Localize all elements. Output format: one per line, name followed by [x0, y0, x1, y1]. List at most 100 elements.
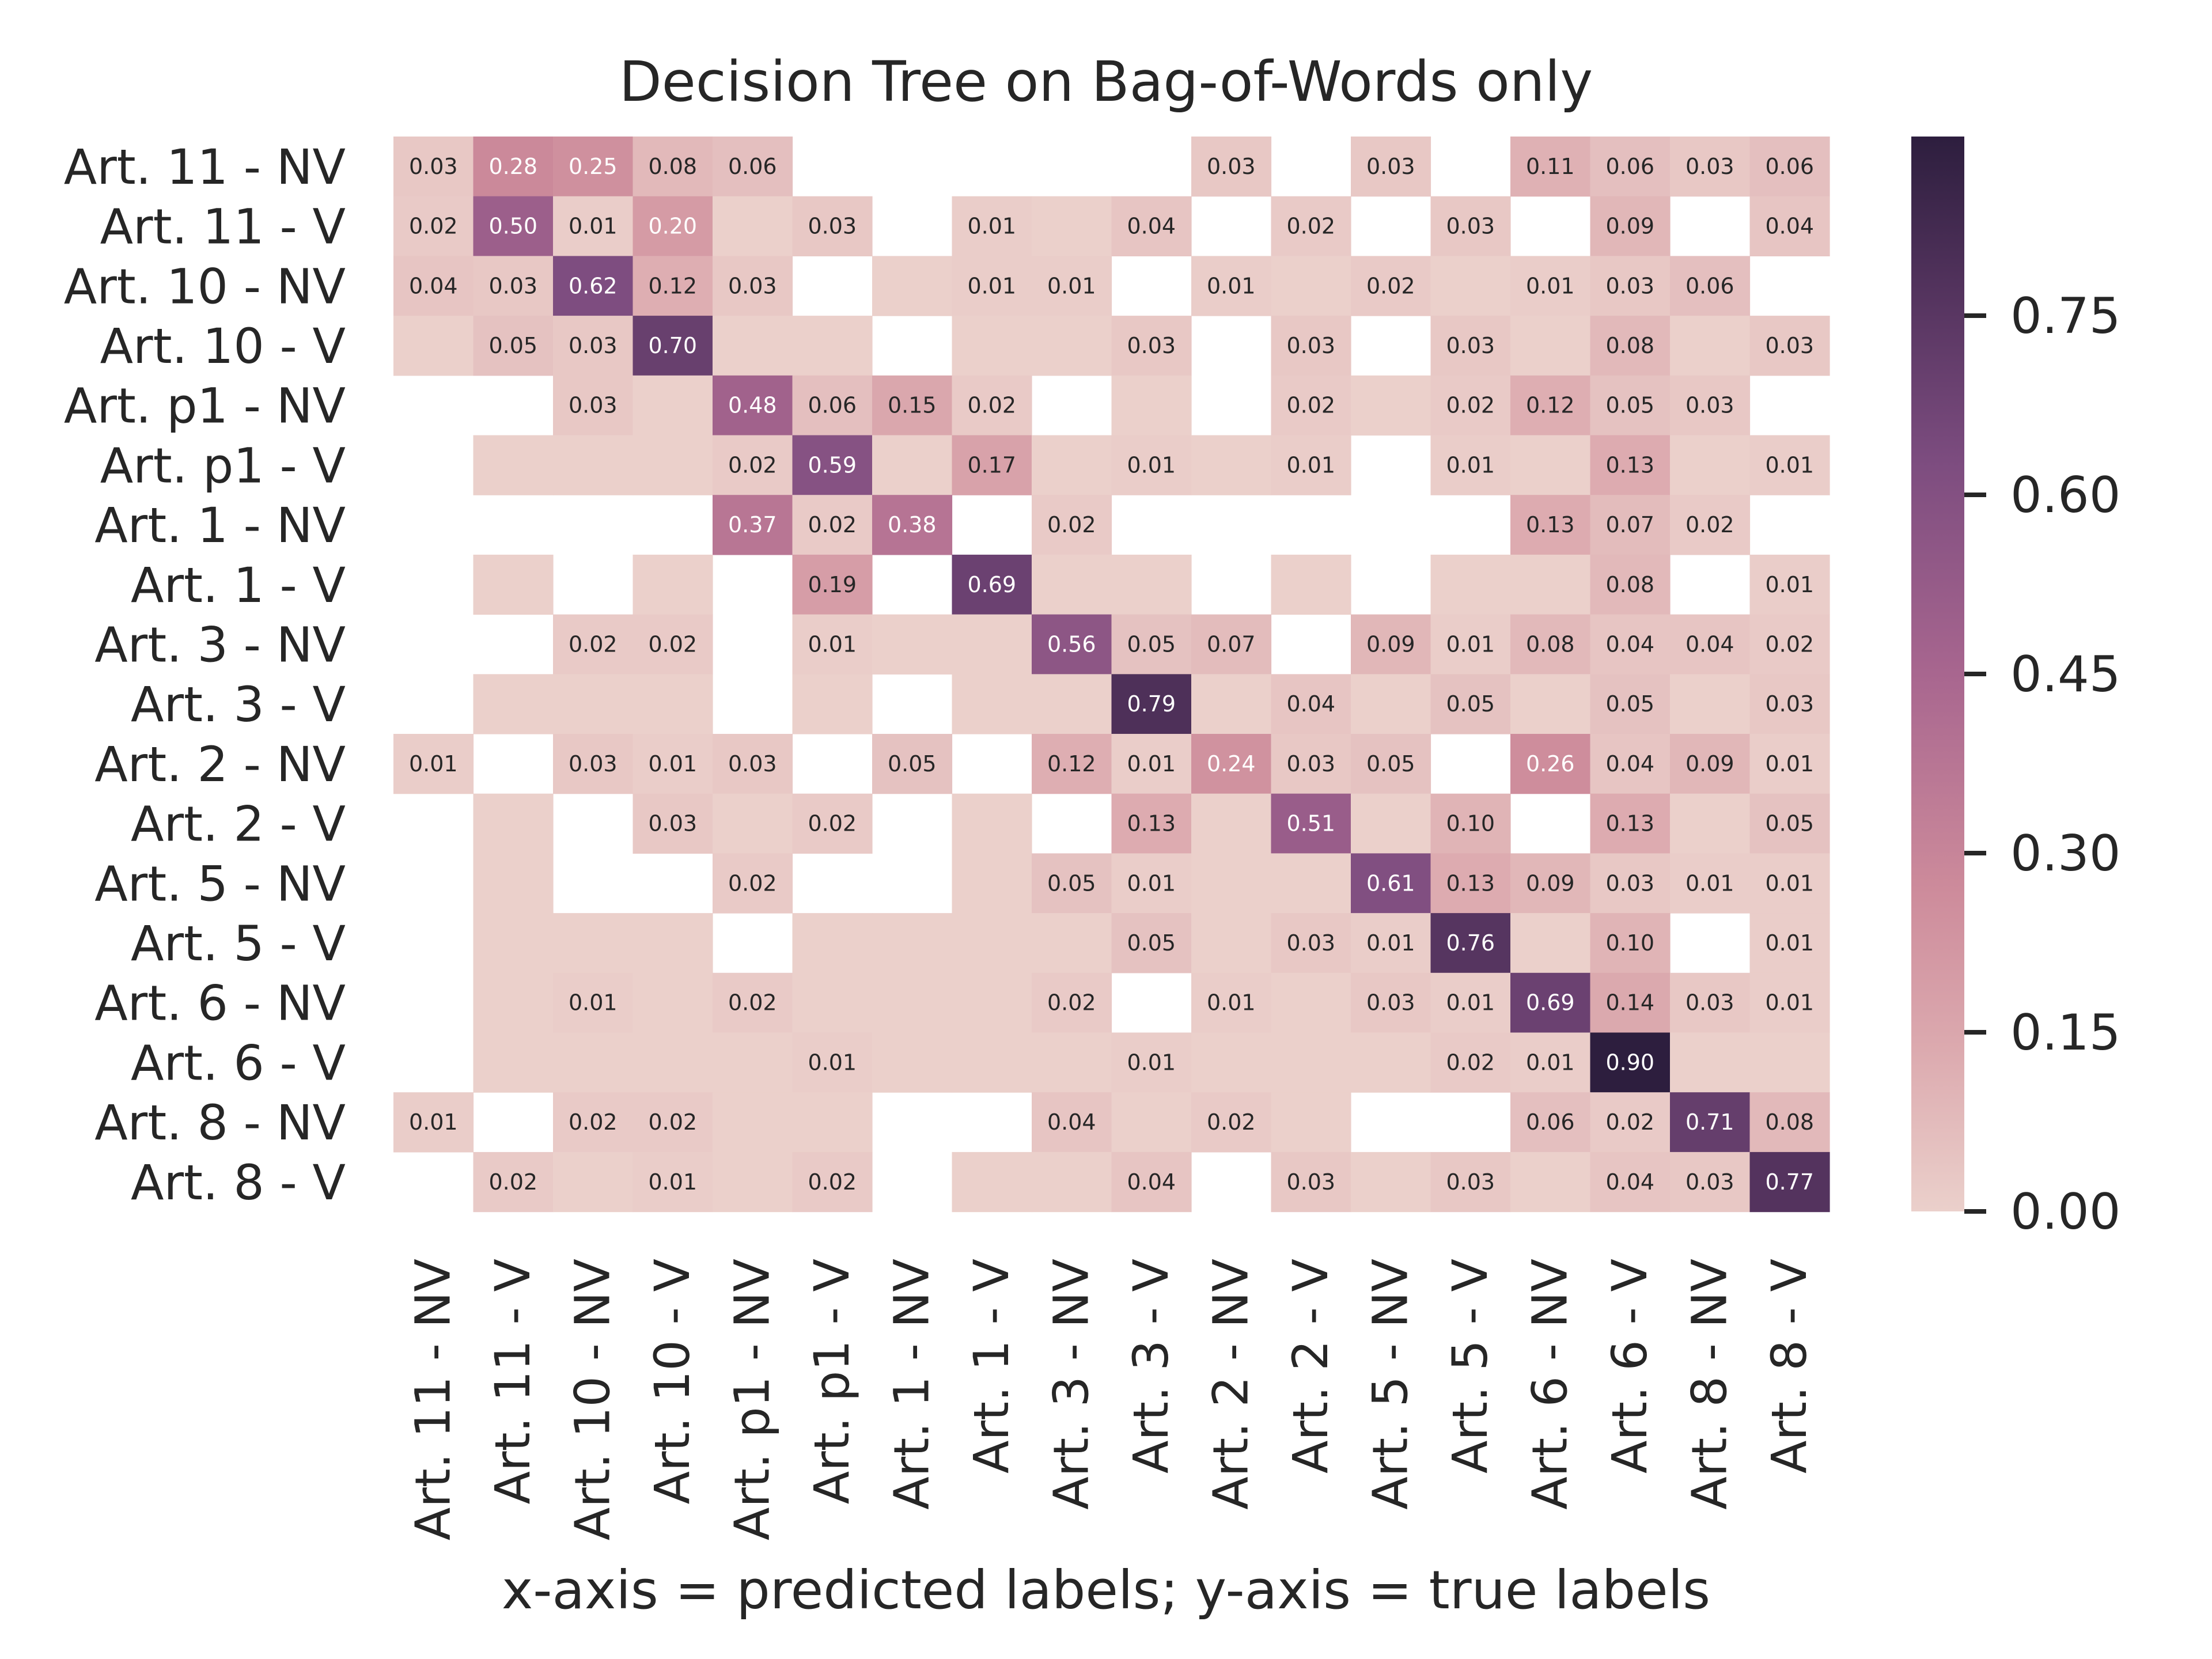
cell-value-label: 0.03	[1765, 691, 1814, 717]
heatmap-cell	[473, 674, 554, 734]
heatmap-cell	[632, 793, 713, 854]
cell-value-label: 0.04	[1605, 631, 1654, 657]
heatmap-cell	[713, 495, 793, 555]
heatmap-cell	[1670, 316, 1751, 376]
heatmap-cell	[872, 972, 953, 1033]
heatmap-cell	[1670, 256, 1751, 316]
heatmap-cell	[872, 495, 953, 555]
x-tick-label: Art. 5 - NV	[1362, 1259, 1418, 1510]
heatmap-cell	[1670, 435, 1751, 495]
cell-value-label: 0.08	[1765, 1109, 1814, 1135]
cell-value-label: 0.02	[808, 1169, 857, 1195]
colorbar-tick-label: 0.60	[2010, 467, 2120, 524]
heatmap-cell	[1590, 1032, 1671, 1093]
heatmap-cell	[1191, 137, 1272, 197]
heatmap-cell	[632, 196, 713, 256]
heatmap-cell	[632, 375, 713, 436]
chart-title: Decision Tree on Bag-of-Words only	[619, 50, 1593, 114]
cell-value-label: 0.01	[569, 990, 618, 1016]
cell-value-label: 0.03	[728, 273, 777, 298]
cell-value-label: 0.09	[1605, 214, 1654, 239]
heatmap-cell	[952, 435, 1032, 495]
heatmap-cell	[632, 137, 713, 197]
cell-value-label: 0.28	[488, 154, 537, 179]
heatmap-cell	[792, 316, 873, 376]
heatmap-cell	[1351, 375, 1431, 436]
cell-value-label: 0.02	[1366, 273, 1415, 298]
x-tick-labels: Art. 11 - NV Art. 11 - V Art. 10 - NV Art. …	[404, 1259, 1817, 1540]
cell-value-label: 0.01	[1207, 273, 1256, 298]
heatmap-cell	[1749, 793, 1830, 854]
heatmap-cell	[713, 137, 793, 197]
heatmap-cell	[393, 316, 474, 376]
cell-value-label: 0.61	[1366, 870, 1415, 896]
heatmap-cell	[872, 435, 953, 495]
heatmap-cell	[553, 256, 634, 316]
cell-value-label: 0.05	[488, 333, 537, 358]
cell-value-label: 0.05	[1446, 691, 1495, 717]
heatmap-cell	[1032, 1032, 1112, 1093]
heatmap-cell	[632, 913, 713, 974]
cell-value-label: 0.77	[1765, 1169, 1814, 1195]
heatmap-cell	[632, 734, 713, 794]
cell-value-label: 0.01	[1765, 870, 1814, 896]
heatmap-cell	[1590, 1092, 1671, 1153]
heatmap-cell	[1271, 196, 1351, 256]
colorbar	[1911, 137, 1964, 1211]
cell-value-label: 0.06	[1526, 1109, 1575, 1135]
heatmap-cell	[1111, 1152, 1192, 1213]
cell-value-label: 0.12	[1047, 751, 1096, 777]
heatmap-cell	[1670, 1092, 1751, 1153]
cell-value-label: 0.05	[1605, 393, 1654, 418]
heatmap-cell	[1191, 674, 1272, 734]
heatmap-cell	[1590, 793, 1671, 854]
cell-value-label: 0.01	[808, 631, 857, 657]
heatmap-cell	[632, 1032, 713, 1093]
heatmap-cell	[1111, 674, 1192, 734]
heatmap-cell	[1749, 196, 1830, 256]
cell-value-label: 0.01	[1765, 990, 1814, 1016]
heatmap-cell	[952, 793, 1032, 854]
cell-value-label: 0.06	[1685, 273, 1734, 298]
heatmap-cell	[1510, 495, 1591, 555]
heatmap-cell	[1749, 316, 1830, 376]
heatmap-cell	[1590, 196, 1671, 256]
heatmap-cell	[952, 913, 1032, 974]
heatmap-cell	[1032, 1152, 1112, 1213]
heatmap-cell	[1032, 196, 1112, 256]
heatmap-cell	[1191, 435, 1272, 495]
heatmap-cell	[713, 435, 793, 495]
heatmap-cell	[1590, 375, 1671, 436]
cell-value-label: 0.01	[1526, 273, 1575, 298]
heatmap-cell	[952, 196, 1032, 256]
cell-value-label: 0.02	[1047, 990, 1096, 1016]
cell-value-label: 0.01	[1446, 452, 1495, 478]
heatmap-cell	[1271, 316, 1351, 376]
heatmap-cell	[1590, 734, 1671, 794]
heatmap-cell	[393, 196, 474, 256]
cell-value-label: 0.17	[967, 452, 1016, 478]
cell-value-label: 0.14	[1605, 990, 1654, 1016]
heatmap-cell	[1749, 674, 1830, 734]
heatmap-cell	[1430, 1152, 1511, 1213]
cell-value-label: 0.69	[967, 572, 1016, 597]
cell-value-label: 0.03	[409, 154, 458, 179]
heatmap-cell	[1032, 495, 1112, 555]
cell-value-label: 0.03	[569, 333, 618, 358]
cell-value-label: 0.11	[1526, 154, 1575, 179]
cell-value-label: 0.01	[1446, 631, 1495, 657]
heatmap-cell	[553, 435, 634, 495]
heatmap-cell	[393, 1092, 474, 1153]
heatmap-cell	[713, 256, 793, 316]
x-tick-label: Art. 8 - NV	[1681, 1259, 1737, 1510]
cell-value-label: 0.01	[1446, 990, 1495, 1016]
x-axis-label: x-axis = predicted labels; y-axis = true…	[502, 1559, 1710, 1621]
colorbar-ticks: 0.00 0.15 0.30 0.45 0.60 0.75	[1964, 287, 2120, 1241]
heatmap-cell	[473, 913, 554, 974]
cell-value-label: 0.04	[1685, 631, 1734, 657]
cell-value-label: 0.03	[1605, 273, 1654, 298]
heatmap-cell	[553, 734, 634, 794]
heatmap-cell	[1430, 972, 1511, 1033]
cell-value-label: 0.02	[648, 1109, 697, 1135]
cell-value-label: 0.03	[1685, 393, 1734, 418]
